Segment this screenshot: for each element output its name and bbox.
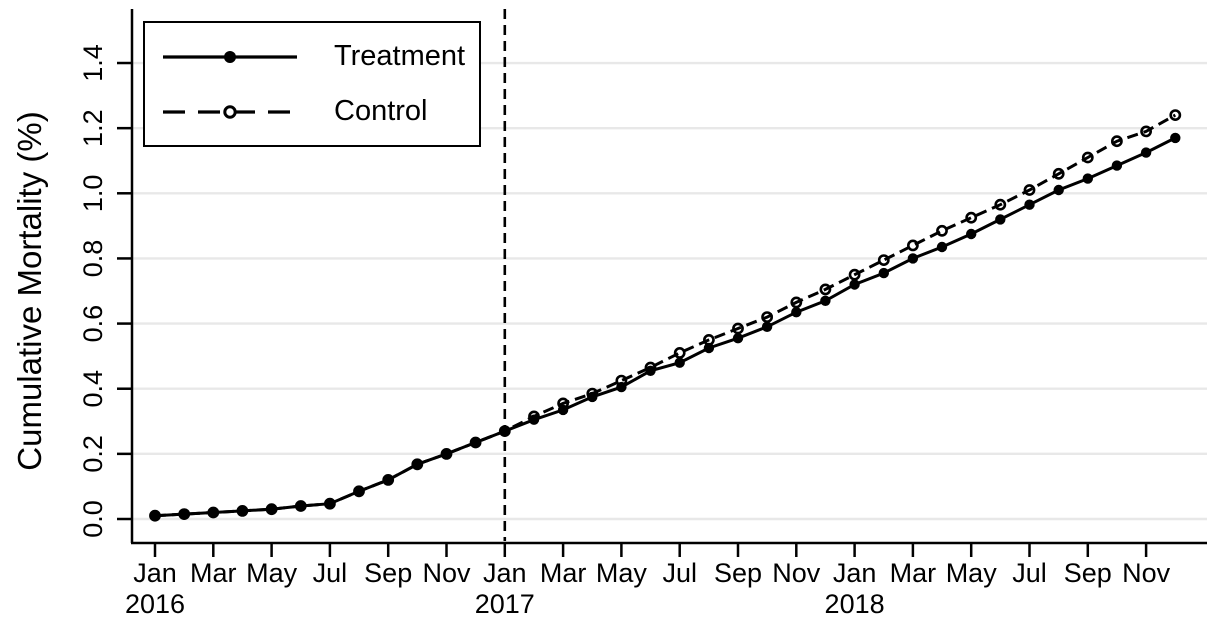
- x-tick-label: Sep: [1064, 558, 1112, 588]
- control-series: [149, 109, 1182, 522]
- x-tick-label: May: [596, 558, 648, 588]
- treatment-line: [154, 136, 1176, 518]
- treatment-marker: [878, 267, 889, 279]
- treatment-marker: [1170, 132, 1181, 144]
- treatment-marker: [383, 474, 394, 486]
- x-tick-label: Jan: [483, 558, 527, 588]
- treatment-marker: [149, 510, 161, 521]
- x-tick-label: Nov: [772, 558, 821, 588]
- x-tick-label: Jan: [133, 558, 177, 588]
- y-tick-label: 0.8: [78, 240, 108, 278]
- control-line: [154, 113, 1177, 518]
- x-tick-label: May: [946, 558, 998, 588]
- treatment-marker: [761, 321, 773, 332]
- treatment-marker: [966, 228, 977, 240]
- x-tick-label: Sep: [364, 558, 412, 588]
- treatment-marker: [528, 414, 540, 425]
- treatment-marker: [732, 333, 744, 344]
- x-tick-label: May: [246, 558, 298, 588]
- treatment-marker: [1082, 173, 1094, 184]
- treatment-marker: [703, 342, 715, 354]
- treatment-line-sample-icon: [163, 50, 297, 63]
- treatment-marker: [936, 241, 948, 253]
- y-tick-label: 0.0: [78, 500, 108, 538]
- legend-label-treatment: Treatment: [334, 40, 466, 72]
- treatment-marker: [295, 500, 306, 512]
- y-axis-title: Cumulative Mortality (%): [11, 111, 48, 471]
- treatment-series: [149, 132, 1181, 521]
- treatment-marker: [1140, 147, 1152, 158]
- treatment-marker: [587, 391, 598, 403]
- treatment-marker: [324, 498, 336, 509]
- y-tick-label: 1.2: [78, 109, 108, 147]
- treatment-marker: [849, 279, 860, 290]
- x-tick-label: Jul: [313, 558, 348, 588]
- treatment-marker: [237, 505, 248, 517]
- year-label: 2018: [825, 589, 885, 619]
- year-label: 2017: [475, 589, 535, 619]
- x-tick-label: Jan: [833, 558, 877, 588]
- x-tick-label: Jul: [662, 558, 697, 588]
- treatment-marker: [1053, 184, 1064, 196]
- x-tick-label: Mar: [890, 558, 937, 588]
- x-tick-label: Jul: [1012, 558, 1047, 588]
- legend-item-control: Control: [145, 95, 479, 128]
- treatment-marker: [266, 504, 277, 515]
- x-tick-label: Mar: [540, 558, 587, 588]
- treatment-marker: [674, 357, 685, 368]
- y-axis: 0.0 0.2 0.4 0.6 0.8 1.0 1.2 1.4: [78, 44, 132, 538]
- treatment-marker: [557, 404, 569, 416]
- treatment-marker: [820, 295, 831, 306]
- treatment-marker: [645, 365, 656, 376]
- treatment-marker: [1024, 199, 1035, 210]
- y-tick-label: 0.2: [78, 435, 108, 473]
- treatment-marker: [179, 508, 190, 520]
- x-tick-label: Nov: [422, 558, 471, 588]
- treatment-marker: [995, 214, 1006, 225]
- treatment-marker: [470, 437, 481, 448]
- treatment-marker: [1111, 160, 1123, 171]
- treatment-marker: [353, 486, 365, 497]
- x-axis: Jan Mar May Jul Sep Nov Jan Mar May Jul Sep Nov Jan M…: [125, 543, 1171, 619]
- control-line-sample-icon: [163, 104, 297, 119]
- treatment-marker: [499, 425, 510, 437]
- x-tick-label: Sep: [714, 558, 762, 588]
- treatment-marker: [907, 253, 919, 264]
- y-tick-label: 1.0: [78, 175, 108, 213]
- treatment-marker: [441, 448, 452, 460]
- x-tick-label: Nov: [1122, 558, 1171, 588]
- legend: Treatment Control: [143, 21, 481, 147]
- y-tick-label: 1.4: [78, 44, 108, 82]
- year-label: 2016: [125, 589, 185, 619]
- legend-item-treatment: Treatment: [145, 40, 479, 73]
- y-tick-label: 0.6: [78, 305, 108, 343]
- legend-label-control: Control: [334, 95, 428, 127]
- treatment-marker: [208, 507, 219, 518]
- x-tick-label: Mar: [190, 558, 237, 588]
- treatment-marker: [412, 459, 423, 470]
- treatment-marker: [616, 381, 627, 393]
- treatment-marker: [791, 307, 802, 318]
- y-tick-label: 0.4: [78, 370, 108, 408]
